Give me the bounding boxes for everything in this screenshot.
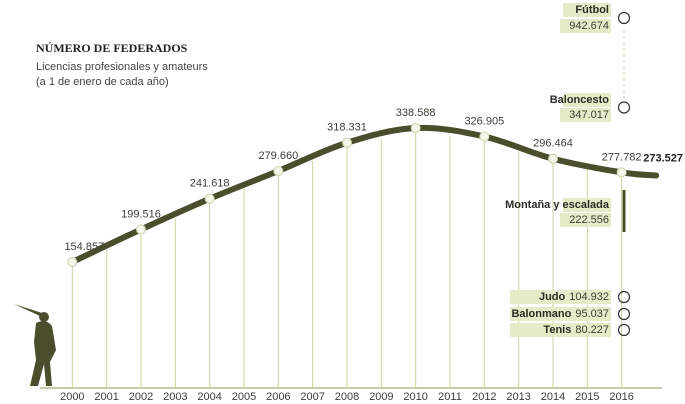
x-tick-label: 2015 xyxy=(575,391,599,403)
sport-name: Baloncesto xyxy=(550,94,610,106)
data-label: 279.660 xyxy=(258,150,298,162)
sport-icon xyxy=(617,323,631,337)
line xyxy=(69,124,659,265)
x-tick-label: 2012 xyxy=(472,391,496,403)
label-box xyxy=(510,323,611,337)
label-box xyxy=(560,108,611,122)
point xyxy=(479,131,490,142)
x-tick-label: 2001 xyxy=(94,391,118,403)
data-label: 338.588 xyxy=(396,107,436,119)
x-tick-label: 2000 xyxy=(60,391,84,403)
data-label: 326.905 xyxy=(464,115,504,127)
sport-value: 347.017 xyxy=(569,109,609,121)
point xyxy=(342,137,352,148)
point xyxy=(204,193,215,204)
x-tick-label: 2009 xyxy=(369,391,393,403)
chart-title: NÚMERO DE FEDERADOS xyxy=(36,41,188,55)
point xyxy=(653,172,659,179)
x-tick-label: 2016 xyxy=(609,391,633,403)
x-tick-label: 2010 xyxy=(403,391,427,403)
data-label: 241.618 xyxy=(190,178,230,190)
sport-value: 95.037 xyxy=(575,308,609,320)
point xyxy=(410,123,421,133)
x-tick-label: 2005 xyxy=(232,391,256,403)
x-tick-label: 2014 xyxy=(541,391,565,403)
label-box xyxy=(510,307,611,321)
x-tick-label: 2002 xyxy=(129,391,153,403)
data-label: 277.782 xyxy=(602,151,642,163)
label-box xyxy=(510,290,611,304)
x-tick-label: 2007 xyxy=(300,391,324,403)
sport-name: Judo xyxy=(539,291,566,303)
sport-icon xyxy=(617,101,631,114)
label-box xyxy=(563,3,611,17)
data-label: 199.516 xyxy=(121,208,161,220)
x-tick-label: 2003 xyxy=(163,391,187,403)
x-tick-label: 2008 xyxy=(335,391,359,403)
data-label: 318.331 xyxy=(327,122,367,134)
sport-value: 222.556 xyxy=(569,214,609,226)
data-label: 154.857 xyxy=(64,241,104,253)
sport-value: 80.227 xyxy=(575,324,609,336)
sport-name: Tenis xyxy=(543,324,571,336)
sport-name: Montaña y escalada xyxy=(505,199,610,211)
sport-name: Fútbol xyxy=(575,4,609,16)
golfer xyxy=(14,304,56,386)
sport-icon xyxy=(617,307,631,321)
label-box xyxy=(560,19,611,33)
sport-value: 942.674 xyxy=(569,20,609,32)
label-box xyxy=(560,213,611,227)
sport-icon xyxy=(617,290,631,304)
chart-subtitle: (a 1 de enero de cada año) xyxy=(36,76,169,88)
point xyxy=(67,257,78,267)
label-box xyxy=(563,93,611,107)
data-label: 273.527 xyxy=(643,152,683,164)
x-tick-label: 2006 xyxy=(266,391,290,403)
point xyxy=(136,224,146,235)
x-tick-label: 2004 xyxy=(197,391,221,403)
label-box xyxy=(563,198,611,212)
point xyxy=(273,165,284,176)
chart-subtitle: Licencias profesionales y amateurs xyxy=(36,61,208,73)
sport-value: 104.932 xyxy=(569,291,609,303)
sport-name: Balonmano xyxy=(511,308,571,320)
point xyxy=(616,167,627,178)
point xyxy=(548,153,558,164)
x-tick-label: 2013 xyxy=(506,391,530,403)
x-tick-label: 2011 xyxy=(438,391,462,403)
data-label: 296.464 xyxy=(533,138,573,150)
sport-icon xyxy=(617,11,631,25)
